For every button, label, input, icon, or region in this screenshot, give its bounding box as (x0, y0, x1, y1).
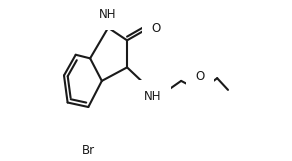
Text: NH: NH (144, 90, 162, 103)
Text: NH: NH (98, 8, 116, 20)
Text: O: O (195, 70, 205, 83)
Text: O: O (152, 22, 161, 35)
Text: Br: Br (82, 144, 95, 157)
